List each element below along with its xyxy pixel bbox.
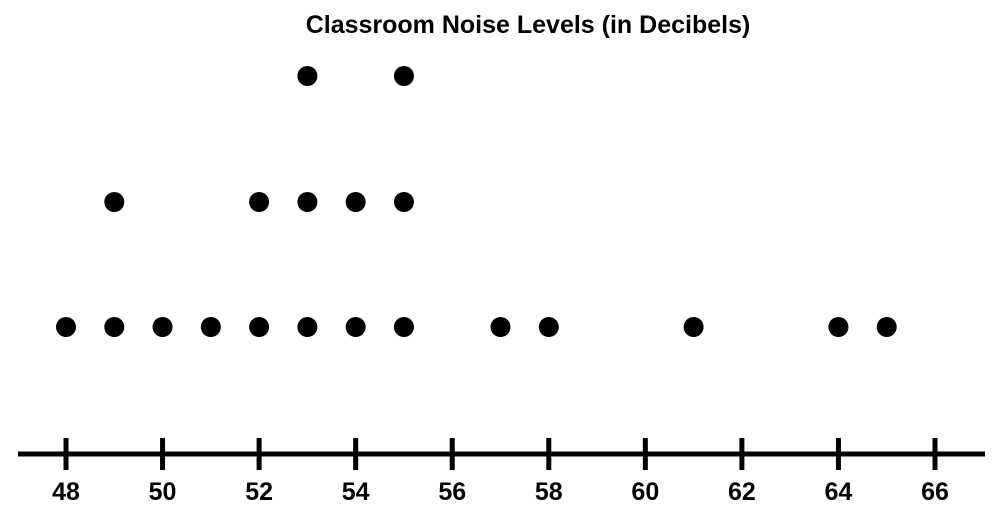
tick-label: 56: [438, 478, 466, 506]
data-dot: [393, 192, 414, 212]
data-dot: [249, 192, 270, 212]
data-dot: [152, 317, 173, 337]
data-dot: [490, 317, 511, 337]
axis-ticks: 48 50 52 54 56 58 60 62 64 66: [52, 438, 949, 506]
tick-label: 64: [825, 478, 853, 506]
tick-label: 62: [728, 478, 756, 506]
tick-label: 54: [342, 478, 370, 506]
tick-label: 60: [631, 478, 659, 506]
data-dot: [104, 317, 125, 337]
data-dot: [56, 317, 76, 337]
data-dot: [104, 192, 125, 212]
data-dot: [393, 317, 414, 337]
tick-label: 48: [52, 478, 80, 506]
data-dot: [297, 317, 318, 337]
data-dots: [56, 66, 897, 337]
data-dot: [828, 317, 849, 337]
data-dot: [345, 317, 366, 337]
data-dot: [200, 317, 221, 337]
tick-label: 50: [149, 478, 177, 506]
tick-label: 66: [921, 478, 949, 506]
data-dot: [345, 192, 366, 212]
data-dot: [393, 66, 414, 86]
data-dot: [876, 317, 897, 337]
data-dot: [297, 192, 318, 212]
chart-title: Classroom Noise Levels (in Decibels): [306, 11, 751, 39]
data-dot: [249, 317, 270, 337]
tick-label: 52: [245, 478, 273, 506]
tick-label: 58: [535, 478, 563, 506]
data-dot: [297, 66, 318, 86]
data-dot: [538, 317, 559, 337]
data-dot: [683, 317, 704, 337]
